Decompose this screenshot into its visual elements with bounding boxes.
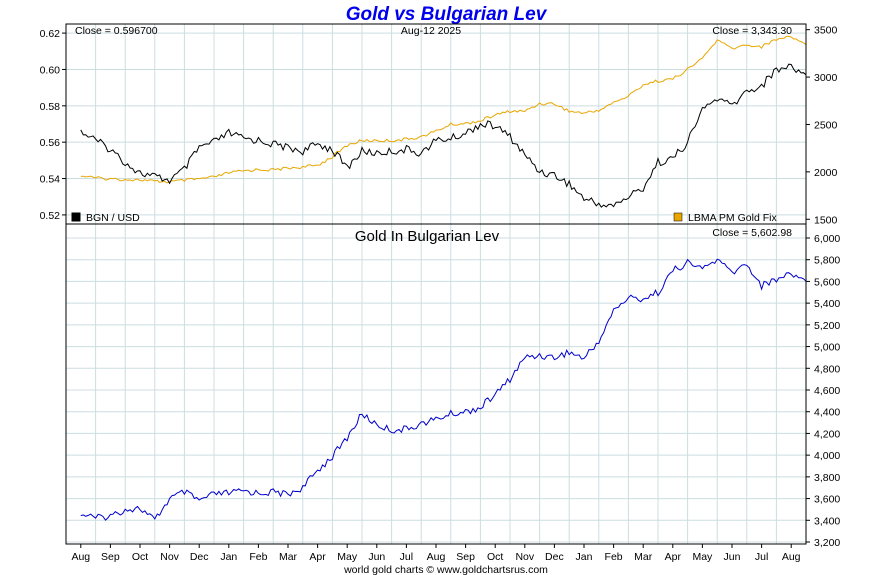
y-tick-label-left: 0.58	[40, 101, 61, 113]
legend-bgn-swatch	[71, 212, 81, 222]
x-tick-label: Aug	[782, 551, 801, 563]
y-tick-label-bottom: 4,400	[814, 407, 840, 419]
y-tick-label-bottom: 5,600	[814, 276, 840, 288]
x-tick-label: Aug	[427, 551, 446, 563]
bottom-panel-title: Gold In Bulgarian Lev	[355, 228, 500, 245]
x-tick-label: May	[337, 551, 358, 563]
x-tick-label: Jul	[755, 551, 768, 563]
x-tick-label: Jan	[220, 551, 237, 563]
top-close-right: Close = 3,343.30	[712, 25, 792, 37]
grid	[65, 24, 806, 544]
series-bgn-usd-line	[80, 63, 807, 208]
x-tick-label: Jul	[400, 551, 413, 563]
x-tick-label: Apr	[665, 551, 682, 563]
y-tick-label-bottom: 3,600	[814, 494, 840, 506]
chart-title: Gold vs Bulgarian Lev	[346, 4, 548, 25]
y-tick-label-right: 3000	[814, 72, 838, 84]
y-tick-label-bottom: 5,200	[814, 320, 840, 332]
y-tick-label-bottom: 5,000	[814, 342, 840, 354]
y-tick-label-bottom: 4,200	[814, 428, 840, 440]
series-gold-bgn-line	[80, 258, 807, 521]
series-layer	[80, 35, 807, 521]
x-tick-label: Sep	[101, 551, 120, 563]
x-tick-label: Sep	[456, 551, 475, 563]
footer-credit: world gold charts © www.goldchartsrus.co…	[343, 564, 548, 575]
axis-layer: Aug Sep Oct Nov Dec Jan Feb Mar Apr May Jun Jul Aug S…	[40, 25, 841, 563]
bottom-panel-frame	[65, 223, 807, 545]
date-label: Aug-12 2025	[401, 25, 461, 37]
y-tick-label-bottom: 3,400	[814, 515, 840, 527]
top-close-left: Close = 0.596700	[75, 25, 158, 37]
x-tick-label: Nov	[515, 551, 534, 563]
x-tick-label: Feb	[605, 551, 623, 563]
x-tick-label: Dec	[545, 551, 564, 563]
x-tick-label: May	[692, 551, 713, 563]
series-gold-usd-line	[80, 35, 807, 184]
x-tick-label: Jun	[368, 551, 385, 563]
y-tick-label-right: 1500	[814, 214, 838, 226]
x-tick-label: Mar	[634, 551, 653, 563]
x-tick-label: Feb	[249, 551, 267, 563]
y-tick-label-left: 0.52	[40, 210, 61, 222]
y-tick-label-left: 0.56	[40, 137, 61, 149]
y-tick-label-right: 2500	[814, 119, 838, 131]
x-tick-label: Mar	[279, 551, 298, 563]
y-tick-label-bottom: 6,000	[814, 233, 840, 245]
y-tick-label-bottom: 4,800	[814, 363, 840, 375]
y-tick-label-bottom: 3,800	[814, 472, 840, 484]
y-tick-label-left: 0.54	[40, 174, 61, 186]
x-tick-label: Dec	[190, 551, 209, 563]
x-tick-label: Apr	[309, 551, 326, 563]
legend-bgn-label: BGN / USD	[86, 212, 140, 224]
x-tick-label: Oct	[132, 551, 148, 563]
y-tick-label-left: 0.60	[40, 64, 61, 76]
legend-gold-label: LBMA PM Gold Fix	[688, 212, 777, 224]
y-tick-label-bottom: 3,200	[814, 537, 840, 549]
y-tick-label-bottom: 5,800	[814, 255, 840, 267]
y-tick-label-bottom: 4,600	[814, 385, 840, 397]
y-tick-label-bottom: 5,400	[814, 298, 840, 310]
y-tick-label-left: 0.62	[40, 28, 61, 40]
x-tick-label: Aug	[71, 551, 90, 563]
x-tick-label: Oct	[487, 551, 503, 563]
y-tick-label-right: 2000	[814, 167, 838, 179]
bottom-close-right: Close = 5,602.98	[712, 227, 792, 239]
x-tick-label: Jun	[724, 551, 741, 563]
y-tick-label-bottom: 4,000	[814, 450, 840, 462]
legend-gold-swatch	[673, 212, 683, 222]
x-tick-label: Nov	[160, 551, 179, 563]
x-tick-label: Jan	[576, 551, 593, 563]
y-tick-label-right: 3500	[814, 25, 838, 37]
top-panel-frame	[65, 23, 807, 225]
